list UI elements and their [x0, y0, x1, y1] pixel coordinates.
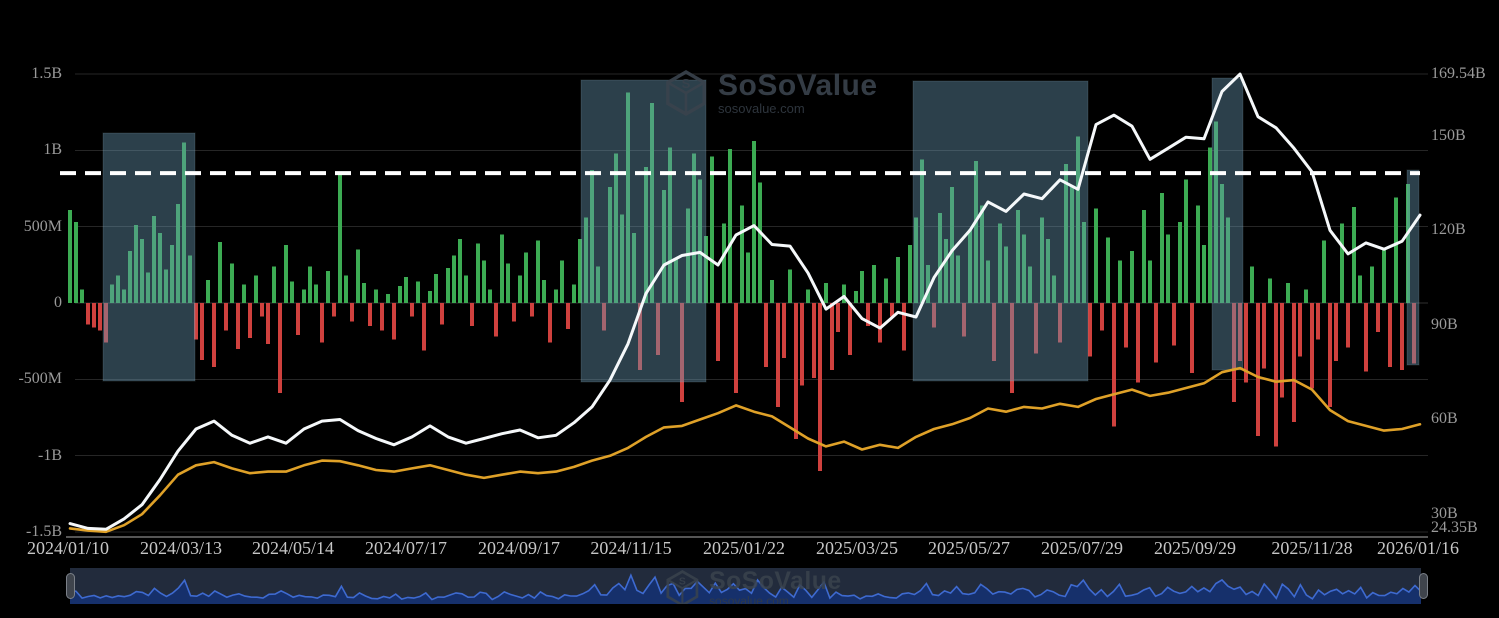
daily-flow-bars: [68, 92, 1416, 471]
right-axis-tick: 150B: [1431, 127, 1466, 144]
left-axis-tick: 500M: [23, 218, 62, 235]
cumulative-inflow-line: [68, 366, 1422, 534]
navigator-strip[interactable]: S SoSoValue sosovalue.com: [70, 568, 1421, 604]
x-axis-tick: 2025/01/22: [702, 538, 785, 558]
x-axis-tick: 2025/09/29: [1153, 538, 1236, 558]
right-axis-tick: 120B: [1431, 221, 1466, 238]
x-axis-tick: 2026/01/16: [1376, 538, 1459, 558]
left-axis-tick: 1.5B: [31, 65, 62, 82]
x-axis-tick: 2025/07/29: [1040, 538, 1123, 558]
right-axis-tick: 24.35B: [1431, 519, 1478, 536]
x-axis-tick: 2024/07/17: [364, 538, 447, 558]
x-axis-tick: 2024/05/14: [251, 538, 334, 558]
left-axis-tick: -500M: [18, 370, 62, 387]
range-navigator[interactable]: S SoSoValue sosovalue.com: [66, 566, 1428, 606]
x-axis-tick: 2024/09/17: [477, 538, 560, 558]
x-axis-tick: 2024/01/10: [26, 538, 109, 558]
right-axis-tick: 60B: [1431, 410, 1458, 427]
left-axis-tick: 0: [54, 294, 62, 311]
x-axis-tick: 2024/03/13: [139, 538, 222, 558]
left-axis-tick: -1.5B: [26, 523, 62, 540]
left-axis-tick: 1B: [43, 141, 62, 158]
right-axis-tick: 30B: [1431, 505, 1458, 522]
navigator-handle-left[interactable]: [66, 573, 75, 599]
left-axis-tick: -1B: [38, 447, 62, 464]
x-axis-tick: 2025/11/28: [1271, 538, 1353, 558]
right-axis-tick: 169.54B: [1431, 65, 1486, 82]
right-axis-tick: 90B: [1431, 316, 1458, 333]
navigator-handle-right[interactable]: [1419, 573, 1428, 599]
navigator-line: [70, 573, 1421, 601]
gridlines: [66, 73, 1428, 538]
navigator-minichart[interactable]: [70, 568, 1421, 604]
net-assets-line: [68, 72, 1422, 531]
x-axis-tick: 2025/03/25: [815, 538, 898, 558]
x-axis-tick: 2025/05/27: [927, 538, 1010, 558]
x-axis-tick: 2024/11/15: [590, 538, 672, 558]
